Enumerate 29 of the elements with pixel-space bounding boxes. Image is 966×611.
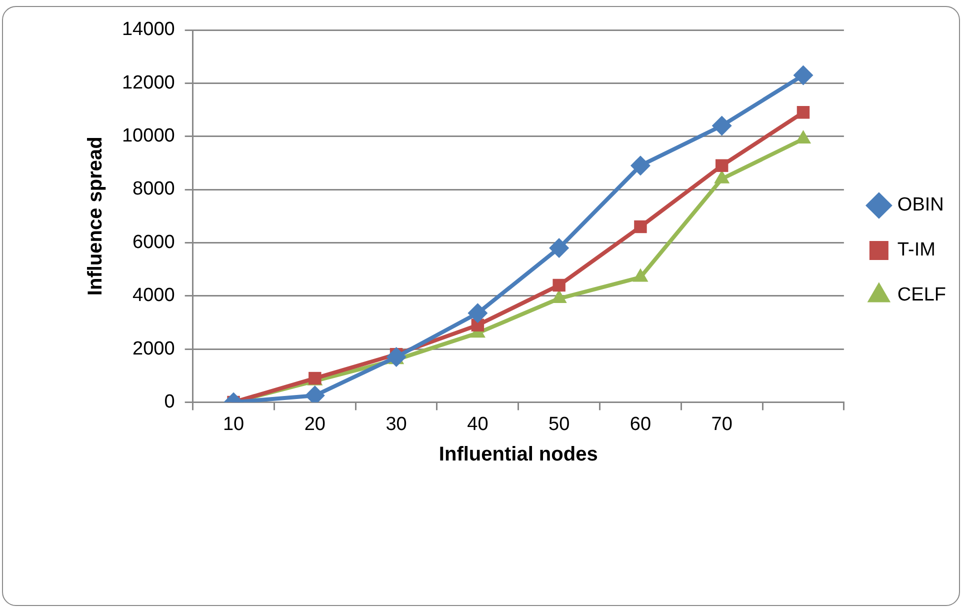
y-tick-label: 8000 [132,178,175,200]
point [630,156,650,176]
y-tick-label: 10000 [122,126,175,147]
x-tick-label: 20 [304,414,326,435]
x-tick-label: 50 [548,414,570,435]
point [549,238,570,258]
y-tick-label: 4000 [132,285,175,306]
x-tick-label: 70 [711,414,732,435]
point [634,220,647,234]
point [715,159,728,172]
legend-label: OBIN [897,194,944,216]
x-axis-title: Influential nodes [438,444,598,466]
legend-label: CELF [897,284,946,306]
point [468,303,488,324]
x-tick-label: 40 [467,414,488,435]
point [552,278,566,292]
y-axis-title: Influence spread [84,136,107,296]
y-tick-label: 6000 [132,232,175,253]
y-tick-label: 12000 [122,72,175,94]
legend-label: T-IM [897,240,936,261]
y-tick-label: 14000 [122,19,175,40]
point [712,116,732,136]
point [796,106,810,119]
y-tick-label: 0 [164,391,175,412]
x-tick-label: 30 [386,414,407,435]
y-tick-label: 2000 [132,338,175,360]
x-tick-label: 60 [630,414,652,435]
x-tick-label: 10 [222,414,244,435]
point [793,65,814,86]
